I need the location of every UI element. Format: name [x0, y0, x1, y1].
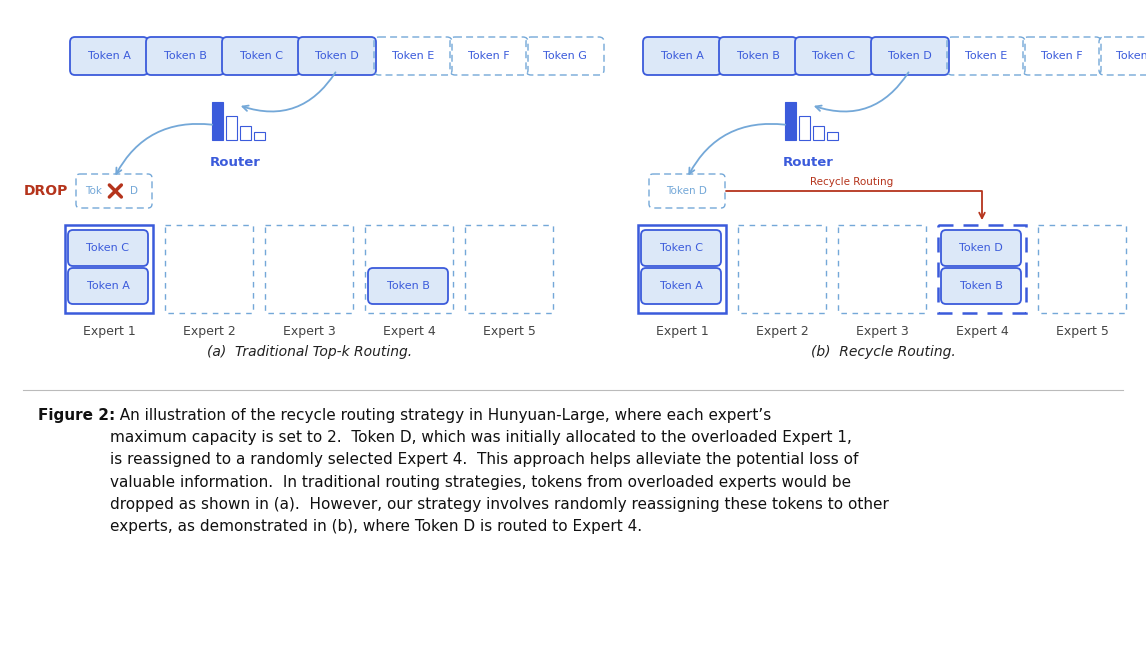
Text: Token B: Token B — [737, 51, 779, 61]
Text: Tok: Tok — [85, 186, 102, 196]
Text: Figure 2:: Figure 2: — [38, 408, 116, 423]
Text: Recycle Routing: Recycle Routing — [810, 177, 893, 187]
Bar — [265, 225, 353, 313]
Text: Token B: Token B — [959, 281, 1003, 291]
FancyBboxPatch shape — [298, 37, 376, 75]
FancyBboxPatch shape — [941, 230, 1021, 266]
Text: Token E: Token E — [965, 51, 1007, 61]
Text: Token D: Token D — [959, 243, 1003, 253]
FancyBboxPatch shape — [941, 268, 1021, 304]
Bar — [838, 225, 926, 313]
Text: Token B: Token B — [386, 281, 430, 291]
Text: Router: Router — [210, 156, 260, 169]
Text: Token C: Token C — [240, 51, 283, 61]
Text: Expert 3: Expert 3 — [856, 325, 909, 338]
FancyBboxPatch shape — [641, 268, 721, 304]
Text: Token A: Token A — [87, 281, 129, 291]
Text: Expert 1: Expert 1 — [656, 325, 708, 338]
Bar — [165, 225, 253, 313]
Text: DROP: DROP — [24, 184, 68, 198]
FancyBboxPatch shape — [146, 37, 223, 75]
FancyBboxPatch shape — [68, 230, 148, 266]
Text: Token B: Token B — [164, 51, 206, 61]
Text: Token F: Token F — [469, 51, 510, 61]
Text: Token D: Token D — [315, 51, 359, 61]
Text: Router: Router — [783, 156, 833, 169]
Text: Expert 4: Expert 4 — [956, 325, 1008, 338]
Text: Expert 3: Expert 3 — [283, 325, 336, 338]
Text: An illustration of the recycle routing strategy in Hunyuan-Large, where each exp: An illustration of the recycle routing s… — [110, 408, 889, 534]
Bar — [813, 126, 824, 140]
FancyBboxPatch shape — [643, 37, 721, 75]
Bar — [1038, 225, 1127, 313]
FancyBboxPatch shape — [368, 268, 448, 304]
Text: Expert 2: Expert 2 — [182, 325, 235, 338]
Text: Expert 4: Expert 4 — [383, 325, 435, 338]
Text: Token E: Token E — [392, 51, 434, 61]
Text: Token C: Token C — [813, 51, 856, 61]
Bar — [799, 116, 810, 140]
FancyBboxPatch shape — [641, 230, 721, 266]
Text: Token A: Token A — [660, 51, 704, 61]
Text: Token C: Token C — [86, 243, 129, 253]
Text: Token A: Token A — [660, 281, 702, 291]
Text: D: D — [131, 186, 139, 196]
Bar — [738, 225, 826, 313]
FancyBboxPatch shape — [70, 37, 148, 75]
Text: Expert 5: Expert 5 — [482, 325, 535, 338]
Text: Expert 2: Expert 2 — [755, 325, 808, 338]
Text: Expert 5: Expert 5 — [1055, 325, 1108, 338]
Text: Token D: Token D — [888, 51, 932, 61]
Text: Token F: Token F — [1042, 51, 1083, 61]
Text: (b)  Recycle Routing.: (b) Recycle Routing. — [810, 345, 956, 359]
Bar — [212, 102, 223, 140]
Bar — [364, 225, 453, 313]
Bar — [937, 225, 1026, 313]
Bar — [65, 225, 154, 313]
Bar — [254, 132, 265, 140]
Bar — [226, 116, 237, 140]
Bar — [785, 102, 796, 140]
Text: Expert 1: Expert 1 — [83, 325, 135, 338]
FancyBboxPatch shape — [222, 37, 300, 75]
Text: Token G: Token G — [1116, 51, 1146, 61]
FancyBboxPatch shape — [68, 268, 148, 304]
FancyBboxPatch shape — [871, 37, 949, 75]
Text: Token D: Token D — [667, 186, 707, 196]
FancyBboxPatch shape — [719, 37, 796, 75]
Bar — [827, 132, 838, 140]
Text: (a)  Traditional Top-k Routing.: (a) Traditional Top-k Routing. — [207, 345, 413, 359]
Text: Token C: Token C — [659, 243, 702, 253]
Bar — [240, 126, 251, 140]
FancyBboxPatch shape — [795, 37, 873, 75]
Bar — [465, 225, 554, 313]
Text: Token G: Token G — [543, 51, 587, 61]
Bar — [638, 225, 727, 313]
Text: Token A: Token A — [87, 51, 131, 61]
